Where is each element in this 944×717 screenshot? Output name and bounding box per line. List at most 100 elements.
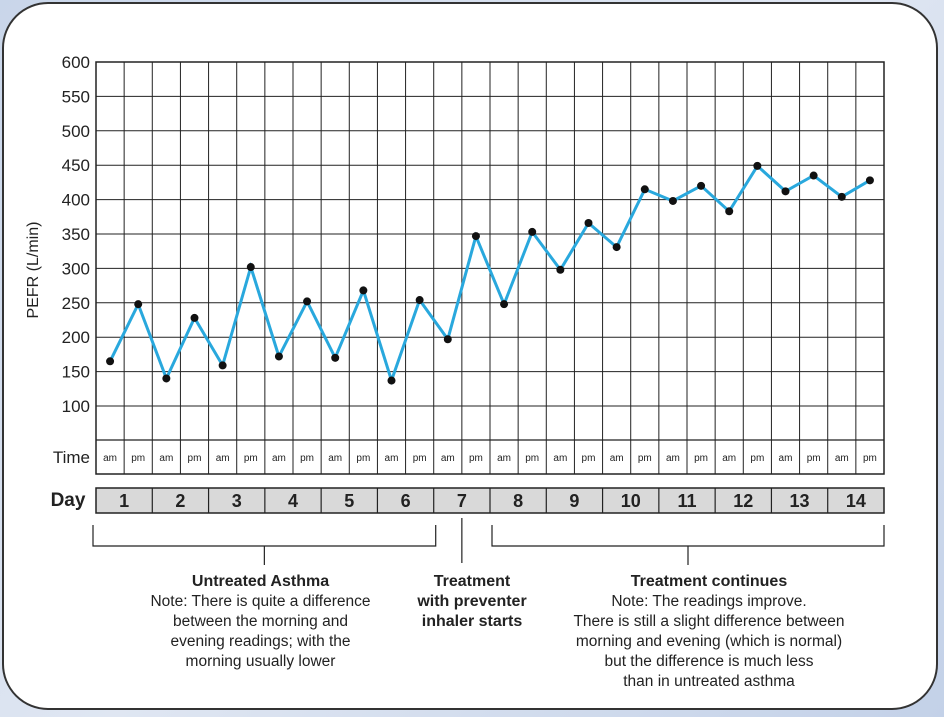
time-slot-label: pm (750, 453, 764, 464)
time-slot-label: pm (807, 453, 821, 464)
y-tick-label: 200 (62, 328, 90, 347)
data-point (500, 300, 509, 309)
data-point (387, 376, 396, 385)
time-slot-label: pm (694, 453, 708, 464)
y-tick-label: 550 (62, 87, 90, 106)
continues-line: Note: The readings improve. (611, 593, 807, 610)
y-tick-label: 100 (62, 397, 90, 416)
day-number: 7 (457, 491, 467, 511)
time-slot-label: pm (188, 453, 202, 464)
untreated-line: evening readings; with the (170, 633, 351, 650)
data-point (725, 207, 734, 216)
data-point (697, 181, 706, 190)
y-tick-label: 150 (62, 363, 90, 382)
y-tick-label: 300 (62, 259, 90, 278)
time-slot-label: pm (131, 453, 145, 464)
day-label: Day (51, 490, 86, 511)
bracket-continues (491, 525, 885, 547)
data-point (415, 296, 424, 305)
time-slot-label: am (328, 453, 342, 464)
data-point (274, 352, 283, 361)
series-line (108, 163, 871, 386)
data-point (331, 353, 340, 362)
data-point (668, 196, 677, 205)
y-axis-ticks: 600 550 500 450 400 350 300 250 200 150 100 (62, 53, 90, 416)
time-slot-label: am (159, 453, 173, 464)
untreated-line: morning usually lower (185, 653, 336, 670)
time-slot-label: am (779, 453, 793, 464)
data-points (106, 161, 874, 385)
day-number: 14 (846, 491, 866, 511)
time-slot-label: pm (413, 453, 427, 464)
treatment-line: inhaler starts (421, 613, 523, 630)
continues-line: than in untreated asthma (623, 673, 795, 690)
data-point (837, 192, 846, 201)
day-number: 4 (288, 491, 298, 511)
untreated-note: Untreated Asthma Note: There is quite a … (118, 572, 403, 672)
data-point (584, 218, 593, 227)
y-tick-label: 450 (62, 156, 90, 175)
untreated-line: Note: There is quite a difference (150, 593, 371, 610)
data-point (781, 187, 790, 196)
day-number: 8 (513, 491, 523, 511)
data-point (865, 176, 874, 185)
day-number: 1 (119, 491, 129, 511)
bracket-untreated (92, 525, 437, 547)
data-point (303, 297, 312, 306)
treatment-line: Treatment (433, 573, 511, 590)
y-tick-label: 500 (62, 122, 90, 141)
treatment-note: Treatment with preventer inhaler starts (392, 572, 552, 632)
data-point (246, 263, 255, 272)
time-slot-label: pm (525, 453, 539, 464)
data-point (471, 232, 480, 241)
day-number: 13 (790, 491, 810, 511)
time-slot-label: am (272, 453, 286, 464)
data-point (134, 300, 143, 309)
treatment-line: with preventer (417, 593, 527, 610)
data-point (809, 171, 818, 180)
day-number: 5 (344, 491, 354, 511)
data-point (359, 286, 368, 295)
time-slot-label: pm (469, 453, 483, 464)
data-point (753, 161, 762, 170)
day-number: 6 (401, 491, 411, 511)
continues-line: There is still a slight difference betwe… (573, 613, 845, 630)
time-slot-label: pm (300, 453, 314, 464)
time-slot-label: am (385, 453, 399, 464)
untreated-title: Untreated Asthma (191, 573, 330, 590)
data-point (528, 227, 537, 236)
data-point (162, 374, 171, 383)
time-slot-label: am (835, 453, 849, 464)
day-row: 1 2 3 4 5 6 7 8 9 10 11 12 13 14 (95, 487, 885, 514)
day-number: 12 (733, 491, 753, 511)
time-slot-label: am (553, 453, 567, 464)
data-point (612, 243, 621, 252)
time-slot-label: pm (244, 453, 258, 464)
time-slot-label: pm (356, 453, 370, 464)
continues-line: but the difference is much less (604, 653, 814, 670)
y-tick-label: 600 (62, 53, 90, 72)
data-point (106, 357, 115, 366)
period-brackets (92, 518, 885, 565)
chart-grid (95, 61, 885, 475)
time-slot-label: am (610, 453, 624, 464)
continues-note: Treatment continues Note: The readings i… (540, 572, 878, 692)
day-number: 3 (232, 491, 242, 511)
day-number: 2 (175, 491, 185, 511)
time-slot-label: pm (638, 453, 652, 464)
untreated-line: between the morning and (173, 613, 348, 630)
time-slot-label: pm (863, 453, 877, 464)
data-point (556, 265, 565, 274)
time-slot-label: am (216, 453, 230, 464)
y-tick-label: 250 (62, 294, 90, 313)
data-point (218, 361, 227, 370)
time-slot-label: pm (582, 453, 596, 464)
time-slot-label: am (497, 453, 511, 464)
day-number: 11 (677, 491, 696, 511)
continues-line: morning and evening (which is normal) (575, 633, 843, 650)
data-point (443, 335, 452, 344)
time-slot-label: am (722, 453, 736, 464)
y-axis-label: PEFR (L/min) (25, 222, 42, 319)
time-slot-label: am (441, 453, 455, 464)
